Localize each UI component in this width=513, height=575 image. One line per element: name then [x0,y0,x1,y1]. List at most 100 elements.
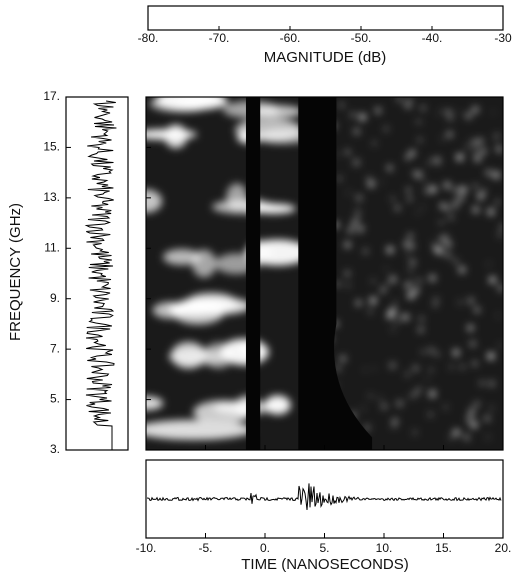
speckle [444,235,448,239]
speckle [348,228,354,234]
speckle [465,144,470,150]
speckle [405,155,411,160]
speckle [356,195,363,201]
speckle [474,401,480,407]
y-tick-label: 17. [43,89,60,103]
speckle [453,187,458,193]
speckle [356,300,362,306]
speckle [406,252,410,256]
speckle [497,231,503,238]
speckle [417,387,421,392]
speckle [439,221,443,224]
speckle [433,303,438,307]
speckle [393,301,397,305]
speckle [416,211,419,214]
speckle [445,206,450,211]
speckle [448,215,454,220]
speckle [418,138,422,142]
speckle [423,180,427,184]
speckle [445,252,451,258]
speckle [443,405,448,410]
speckle [490,406,493,410]
speckle [457,300,463,305]
speckle [417,278,422,283]
speckle [499,344,502,347]
speckle [409,243,415,249]
speckle [418,121,422,124]
x-tick-label: -5. [198,541,212,555]
speckle [467,297,474,304]
speckle [429,186,437,193]
speckle [406,188,411,192]
speckle [435,157,441,162]
speckle [418,327,424,333]
speckle [477,193,484,200]
y-axis-title: FREQUENCY (GHz) [7,203,24,341]
speckle [395,319,399,323]
spectrogram [146,97,503,450]
blob [235,118,303,142]
speckle [453,259,458,264]
speckle [447,115,453,121]
y-tick-label: 3. [50,442,60,456]
speckle [457,111,461,114]
speckle [489,276,496,284]
speckle [465,112,472,119]
speckle [389,362,396,369]
speckle [459,186,467,194]
speckle [445,241,452,247]
speckle [413,287,419,293]
speckle [423,187,431,195]
speckle [384,283,388,288]
speckle [481,188,487,194]
speckle [368,309,373,314]
speckle [347,191,351,194]
speckle [472,106,479,113]
speckle [380,180,383,183]
blob [251,105,304,118]
speckle [477,138,484,144]
speckle [381,403,387,409]
speckle [488,380,495,387]
blob [171,341,206,369]
blob [146,189,163,213]
speckle [439,236,447,243]
x-tick-label: 10. [376,541,393,555]
x-tick-label: 5. [319,541,329,555]
speckle [467,325,474,331]
colorbar-tick-label: -80. [138,31,159,45]
speckle [487,352,495,360]
speckle [337,176,342,181]
speckle [408,98,412,102]
speckle [372,141,376,145]
speckle [380,287,386,293]
speckle [432,241,436,245]
speckle [492,171,500,179]
speckle [472,206,479,213]
speckle [487,262,491,266]
speckle [339,355,346,362]
speckle [436,162,440,165]
speckle [405,282,411,289]
speckle [392,418,398,424]
speckle [426,378,429,381]
speckle [494,133,500,139]
speckle [444,182,451,189]
speckle [375,107,381,114]
speckle [407,197,412,201]
profile-frame [65,96,129,451]
speckle [493,137,497,141]
dark-region [298,97,373,450]
blob [184,297,252,315]
speckle [426,162,429,166]
speckle [386,246,394,254]
y-tick-label: 5. [50,392,60,406]
speckle [484,415,491,422]
speckle [415,171,423,179]
speckle [466,417,471,422]
colorbar-label: MAGNITUDE (dB) [264,49,387,66]
speckle [353,128,360,135]
speckle [339,103,344,108]
blob [192,249,217,278]
x-tick-label: 15. [435,541,452,555]
